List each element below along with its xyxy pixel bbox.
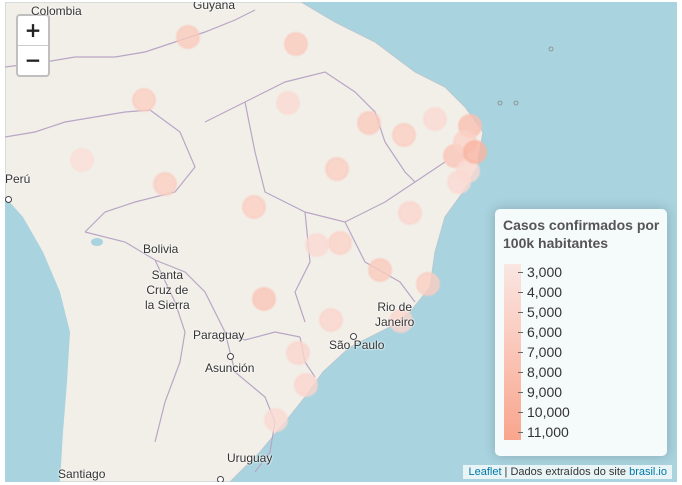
legend-color-bar (504, 264, 521, 440)
legend-tick-mark (518, 372, 523, 373)
city-dot-montevideo (217, 476, 224, 482)
legend-tick-mark (518, 332, 523, 333)
attribution-text: | Dados extraídos do site (501, 466, 630, 478)
case-marker[interactable] (175, 24, 201, 50)
case-marker[interactable] (356, 110, 382, 136)
case-markers (69, 24, 488, 433)
case-marker[interactable] (69, 147, 95, 173)
case-marker[interactable] (462, 139, 488, 165)
case-marker[interactable] (152, 171, 178, 197)
case-marker[interactable] (391, 122, 417, 148)
basemap (5, 2, 554, 482)
legend-tick-label: 4,000 (527, 284, 563, 300)
case-marker[interactable] (285, 340, 311, 366)
land (5, 2, 484, 482)
case-marker[interactable] (446, 169, 472, 195)
case-marker[interactable] (263, 407, 289, 433)
case-marker[interactable] (304, 232, 330, 258)
legend-tick-label: 10,000 (527, 404, 570, 420)
source-link[interactable]: brasil.io (629, 466, 667, 478)
label-peru: Perú (5, 172, 31, 186)
legend-tick-mark (518, 352, 523, 353)
legend-tick-label: 8,000 (527, 364, 563, 380)
legend-tick-label: 3,000 (527, 264, 563, 280)
city-dot-sao-paulo (350, 333, 357, 340)
label-rio: Rio de Janeiro (375, 300, 415, 329)
case-marker[interactable] (241, 194, 267, 220)
label-colombia: Colombia (31, 4, 82, 18)
legend-tick-label: 7,000 (527, 344, 563, 360)
label-uruguay: Uruguay (227, 451, 273, 465)
zoom-in-button[interactable]: + (18, 16, 48, 46)
legend-tick-label: 11,000 (527, 424, 569, 440)
zoom-out-button[interactable]: − (24, 48, 42, 72)
legend-title: Casos confirmados por 100k habitantes (503, 217, 660, 251)
label-paraguay: Paraguay (193, 328, 245, 342)
leaflet-link[interactable]: Leaflet (468, 466, 502, 478)
case-marker[interactable] (415, 271, 441, 297)
label-santa-cruz: Santa Cruz de la Sierra (145, 268, 190, 312)
case-marker[interactable] (388, 308, 414, 334)
label-santiago: Santiago (58, 467, 106, 481)
legend-tick-mark (518, 412, 523, 413)
legend-tick-mark (518, 312, 523, 313)
case-marker[interactable] (251, 286, 277, 312)
case-marker[interactable] (283, 31, 309, 57)
zoom-control: + − (16, 14, 50, 77)
attribution: Leaflet | Dados extraídos do site brasil… (463, 465, 672, 479)
label-sao-paulo: São Paulo (329, 338, 385, 352)
city-dot-lima (5, 196, 12, 203)
legend-tick-mark (518, 272, 523, 273)
case-marker[interactable] (327, 230, 353, 256)
legend-tick-label: 9,000 (527, 384, 563, 400)
case-marker[interactable] (275, 90, 301, 116)
case-marker[interactable] (293, 372, 319, 398)
legend-tick-mark (518, 292, 523, 293)
legend-tick-mark (518, 432, 523, 433)
case-marker[interactable] (131, 87, 157, 113)
label-guyana: Guyana (193, 2, 236, 12)
case-marker[interactable] (324, 156, 350, 182)
city-dot-asuncion (227, 353, 234, 360)
legend-tick-label: 6,000 (527, 324, 563, 340)
label-asuncion: Asunción (205, 361, 255, 375)
case-marker[interactable] (397, 200, 423, 226)
legend: Casos confirmados por 100k habitantes 3,… (495, 209, 667, 456)
map-canvas[interactable]: + − Colombia Guyana Perú Bolivia Santa C… (5, 2, 677, 482)
legend-tick-mark (518, 392, 523, 393)
case-marker[interactable] (318, 307, 344, 333)
legend-tick-label: 5,000 (527, 304, 563, 320)
label-bolivia: Bolivia (143, 242, 179, 256)
case-marker[interactable] (367, 257, 393, 283)
case-marker[interactable] (422, 106, 448, 132)
